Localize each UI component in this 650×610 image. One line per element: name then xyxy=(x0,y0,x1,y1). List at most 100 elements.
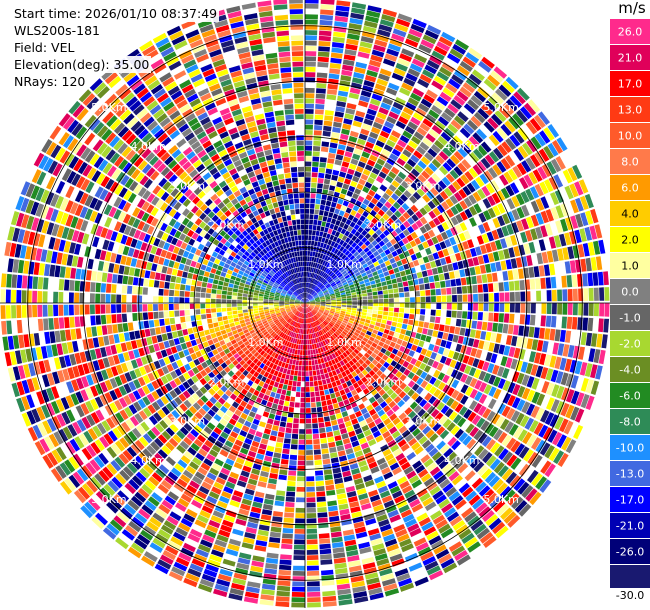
ppi-gate xyxy=(158,311,164,319)
ppi-gate xyxy=(532,169,543,182)
ppi-gate xyxy=(311,267,315,273)
ppi-gate xyxy=(330,531,342,538)
ppi-gate xyxy=(584,193,594,209)
ppi-gate xyxy=(218,321,224,326)
ppi-gate xyxy=(319,204,325,211)
ppi-gate xyxy=(474,265,481,275)
ppi-gate xyxy=(412,112,424,122)
ppi-gate xyxy=(341,394,348,401)
ppi-gate xyxy=(460,174,470,185)
ppi-gate xyxy=(266,401,273,408)
ppi-gate xyxy=(566,275,573,288)
ppi-gate xyxy=(111,314,117,324)
ppi-gate xyxy=(535,278,541,290)
ppi-gate xyxy=(306,507,316,513)
ppi-gate xyxy=(327,277,332,282)
ppi-gate xyxy=(398,312,404,318)
ppi-gate xyxy=(297,460,305,466)
ppi-gate xyxy=(366,312,372,317)
ppi-gate xyxy=(381,205,389,213)
ppi-gate xyxy=(511,209,520,221)
ppi-gate xyxy=(252,303,258,306)
ppi-gate xyxy=(231,299,237,303)
ppi-gate xyxy=(433,274,440,282)
ppi-gate xyxy=(437,135,448,146)
ppi-gate xyxy=(336,250,342,256)
ppi-gate xyxy=(381,244,388,251)
ppi-gate xyxy=(407,226,415,234)
ppi-gate xyxy=(312,225,317,231)
ppi-gate xyxy=(369,59,382,68)
ppi-gate xyxy=(375,221,383,229)
ppi-gate xyxy=(280,416,287,422)
ppi-gate xyxy=(271,386,278,393)
ppi-gate xyxy=(520,291,526,302)
ppi-gate xyxy=(366,250,373,257)
ppi-gate xyxy=(306,513,317,519)
ppi-gate xyxy=(335,10,349,17)
ppi-gate xyxy=(367,5,382,13)
ppi-gate xyxy=(402,211,411,220)
ppi-gate xyxy=(504,120,516,133)
ppi-gate xyxy=(442,265,449,273)
ppi-gate xyxy=(351,294,357,298)
ppi-gate xyxy=(520,231,528,243)
ppi-gate xyxy=(268,304,274,307)
ppi-gate xyxy=(457,260,464,270)
ppi-gate xyxy=(139,329,146,338)
ppi-gate xyxy=(199,331,205,337)
ppi-gate xyxy=(283,517,294,523)
ppi-gate xyxy=(420,309,426,315)
ppi-gate xyxy=(336,583,351,590)
ppi-gate xyxy=(473,90,487,103)
ppi-gate xyxy=(306,293,308,298)
ppi-gate xyxy=(345,43,358,51)
ppi-gate xyxy=(475,246,482,256)
ppi-gate xyxy=(439,190,449,200)
ppi-gate xyxy=(321,400,327,407)
ppi-gate xyxy=(287,417,293,423)
ppi-gate xyxy=(517,268,524,279)
ppi-gate xyxy=(402,149,412,158)
ppi-gate xyxy=(591,333,598,347)
ppi-gate xyxy=(498,250,505,260)
ppi-gate xyxy=(232,307,237,311)
ppi-gate xyxy=(508,116,520,130)
ppi-gate xyxy=(473,203,482,214)
ppi-gate xyxy=(343,256,349,262)
ppi-gate xyxy=(386,217,394,225)
ppi-gate xyxy=(450,254,457,263)
ppi-gate xyxy=(562,169,573,184)
ppi-gate xyxy=(463,103,476,115)
ppi-gate xyxy=(516,336,523,348)
ppi-gate xyxy=(311,273,315,278)
ppi-gate xyxy=(276,490,286,496)
ppi-gate xyxy=(354,244,360,251)
ppi-gate xyxy=(383,307,389,312)
ppi-gate xyxy=(277,580,291,587)
ppi-gate xyxy=(374,213,382,221)
ppi-gate xyxy=(317,241,321,247)
ppi-gate xyxy=(293,375,298,381)
ppi-gate xyxy=(295,392,301,397)
ppi-gate xyxy=(434,243,442,252)
ppi-gate xyxy=(422,69,435,79)
ppi-gate xyxy=(309,214,314,220)
ppi-gate xyxy=(367,159,376,167)
ppi-gate xyxy=(333,430,341,436)
ppi-gate xyxy=(375,34,389,43)
ppi-gate xyxy=(509,303,515,313)
ppi-gate xyxy=(340,166,348,173)
ppi-gate xyxy=(318,291,323,295)
ppi-gate xyxy=(305,61,316,67)
ppi-gate xyxy=(362,309,368,313)
ppi-gate xyxy=(298,434,305,440)
ppi-gate xyxy=(320,199,326,206)
ppi-gate xyxy=(321,141,330,147)
ppi-gate xyxy=(416,271,423,279)
ppi-gate xyxy=(310,193,316,199)
ppi-gate xyxy=(201,314,207,320)
ppi-gate xyxy=(425,133,436,143)
ppi-gate xyxy=(379,19,394,28)
